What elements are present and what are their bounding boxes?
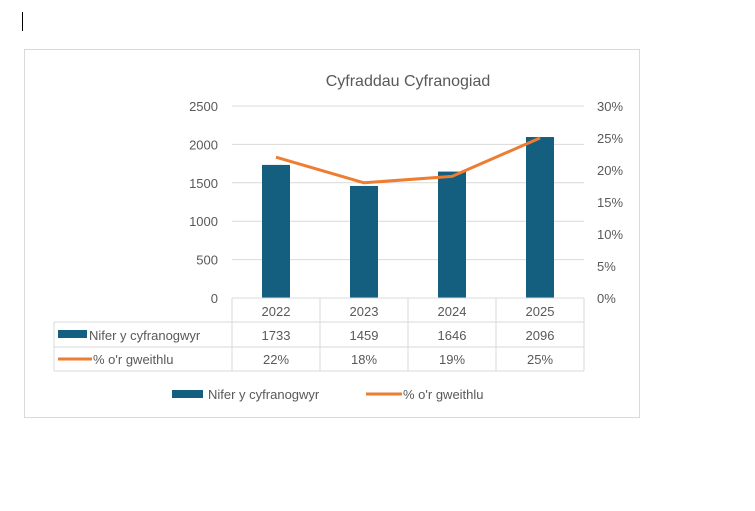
table-key-bar	[58, 330, 87, 338]
x-tick-label: 2022	[262, 304, 291, 319]
legend-bar-swatch	[172, 390, 203, 398]
y-right-tick-label: 15%	[597, 195, 623, 210]
table-cell-value: 25%	[527, 352, 553, 367]
bar-2022	[262, 164, 290, 298]
y-left-tick-label: 0	[211, 291, 218, 306]
x-tick-label: 2025	[526, 304, 555, 319]
y-left-tick-label: 1000	[189, 214, 218, 229]
table-cell-value: 1459	[350, 328, 379, 343]
text-cursor	[22, 12, 23, 31]
x-tick-label: 2023	[350, 304, 379, 319]
y-right-tick-label: 30%	[597, 99, 623, 114]
table-row-label: Nifer y cyfranogwyr	[89, 328, 201, 343]
table-cell-value: 1646	[438, 328, 467, 343]
y-right-tick-label: 25%	[597, 131, 623, 146]
y-right-tick-label: 10%	[597, 227, 623, 242]
y-left-tick-label: 2000	[189, 137, 218, 152]
y-right-tick-label: 20%	[597, 163, 623, 178]
y-right-tick-label: 5%	[597, 259, 616, 274]
y-left-tick-label: 500	[196, 253, 218, 268]
bar-2024	[438, 171, 466, 298]
line-series	[275, 136, 541, 185]
legend-label: % o'r gweithlu	[403, 387, 484, 402]
table-row-label: % o'r gweithlu	[93, 352, 174, 367]
legend-label: Nifer y cyfranogwyr	[208, 387, 320, 402]
y-left-tick-label: 1500	[189, 176, 218, 191]
x-tick-label: 2024	[438, 304, 467, 319]
bar-2023	[350, 185, 378, 298]
table-cell-value: 18%	[351, 352, 377, 367]
bar-2025	[526, 137, 554, 298]
y-left-tick-label: 2500	[189, 99, 218, 114]
table-cell-value: 2096	[526, 328, 555, 343]
y-right-tick-label: 0%	[597, 291, 616, 306]
table-cell-value: 1733	[262, 328, 291, 343]
table-cell-value: 19%	[439, 352, 465, 367]
chart-title: Cyfraddau Cyfranogiad	[326, 73, 491, 90]
table-cell-value: 22%	[263, 352, 289, 367]
